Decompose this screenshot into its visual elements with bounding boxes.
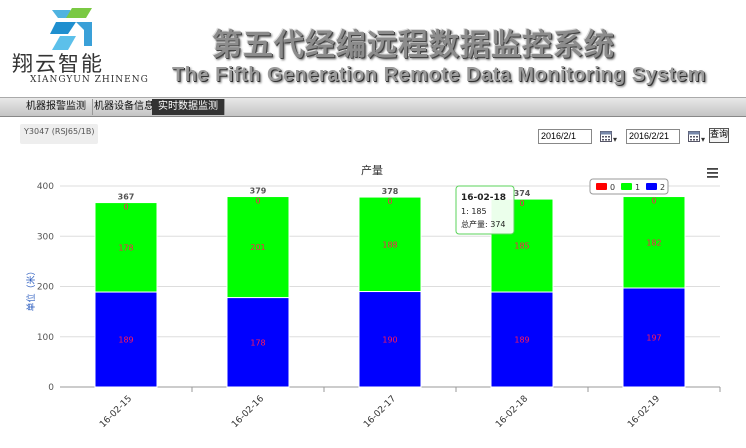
bar-segment-series-1[interactable] xyxy=(94,202,158,293)
chart-title: 产量 xyxy=(361,163,383,177)
system-title-cn: 第五代经编远程数据监控系统 xyxy=(212,28,615,63)
data-label: 190 xyxy=(382,335,397,344)
tooltip-box xyxy=(455,185,515,235)
bar-segment-series-2[interactable] xyxy=(622,287,686,388)
data-label: 178 xyxy=(250,338,265,347)
tab-realtime-data[interactable]: 实时数据监测 xyxy=(152,99,225,115)
chart-tooltip: 16-02-18 1: 185 总产量: 374 xyxy=(455,185,515,235)
legend-swatch[interactable] xyxy=(621,183,632,190)
x-tick-label: 16-02-19 xyxy=(626,394,662,430)
bar-segment-series-1[interactable] xyxy=(622,196,686,289)
tooltip-date: 16-02-18 xyxy=(461,193,506,203)
total-label: 379 xyxy=(250,187,267,196)
y-axis-label: 单位（米） xyxy=(25,266,37,311)
bar-segment-series-2[interactable] xyxy=(226,297,290,388)
legend-swatch[interactable] xyxy=(596,183,607,190)
calendar-icon[interactable] xyxy=(600,130,612,142)
data-label: 182 xyxy=(646,238,661,247)
nav-tabs: 机器报警监测 机器设备信息 实时数据监测 xyxy=(0,97,746,117)
legend-label[interactable]: 0 xyxy=(610,183,615,192)
y-tick-label: 400 xyxy=(37,182,54,192)
y-tick-label: 0 xyxy=(48,383,54,393)
data-label: 185 xyxy=(514,242,529,251)
x-tick-label: 16-02-18 xyxy=(494,394,530,430)
company-name-cn: 翔云智能 xyxy=(12,52,104,76)
tooltip-line1: 1: 185 xyxy=(461,207,487,216)
legend-swatch[interactable] xyxy=(646,183,657,190)
data-label: 188 xyxy=(382,240,397,249)
data-label: 0 xyxy=(255,197,260,206)
data-label: 0 xyxy=(519,199,524,208)
bar-segment-series-2[interactable] xyxy=(358,291,422,388)
machine-id-label: Y3047 (RSJ65/1B) xyxy=(20,124,98,144)
data-label: 189 xyxy=(514,336,529,345)
company-logo-icon xyxy=(50,8,92,50)
data-label: 197 xyxy=(646,334,661,343)
data-label: 178 xyxy=(118,243,133,252)
x-tick-label: 16-02-16 xyxy=(230,394,266,430)
bar-segment-series-2[interactable] xyxy=(490,291,554,388)
chevron-down-icon[interactable]: ▾ xyxy=(701,135,706,144)
bar-segment-series-2[interactable] xyxy=(94,291,158,388)
data-label: 0 xyxy=(387,197,392,206)
legend-label[interactable]: 1 xyxy=(635,183,640,192)
chevron-down-icon[interactable]: ▾ xyxy=(613,135,618,144)
tab-machine-info[interactable]: 机器设备信息 xyxy=(88,99,161,115)
bar-segment-series-1[interactable] xyxy=(358,196,422,293)
total-label: 367 xyxy=(118,193,135,202)
y-tick-label: 300 xyxy=(37,232,54,242)
chart-legend: 0 1 2 xyxy=(589,178,669,195)
header: 翔云智能 XIANGYUN ZHINENG 第五代经编远程数据监控系统 The … xyxy=(0,0,746,96)
start-date-input[interactable]: 2016/2/1 xyxy=(538,129,592,144)
hamburger-menu-icon[interactable] xyxy=(707,168,718,178)
tooltip-line2: 总产量: 374 xyxy=(461,219,506,229)
data-label: 0 xyxy=(651,197,656,206)
company-name-en: XIANGYUN ZHINENG xyxy=(30,75,149,85)
total-label: 374 xyxy=(514,189,531,198)
total-label: 378 xyxy=(382,187,399,196)
data-label: 189 xyxy=(118,336,133,345)
bar-segment-series-1[interactable] xyxy=(226,196,290,299)
data-label: 0 xyxy=(123,203,128,212)
tab-machine-alarm[interactable]: 机器报警监测 xyxy=(20,99,93,115)
y-tick-label: 200 xyxy=(37,283,54,293)
calendar-icon[interactable] xyxy=(688,130,700,142)
legend-label[interactable]: 2 xyxy=(660,183,665,192)
query-button[interactable]: 查询 xyxy=(709,128,729,143)
system-title-en: The Fifth Generation Remote Data Monitor… xyxy=(172,64,706,86)
end-date-input[interactable]: 2016/2/21 xyxy=(626,129,680,144)
x-tick-label: 16-02-15 xyxy=(98,394,134,430)
y-tick-label: 100 xyxy=(37,333,54,343)
x-tick-label: 16-02-17 xyxy=(362,394,398,430)
data-label: 201 xyxy=(250,243,265,252)
